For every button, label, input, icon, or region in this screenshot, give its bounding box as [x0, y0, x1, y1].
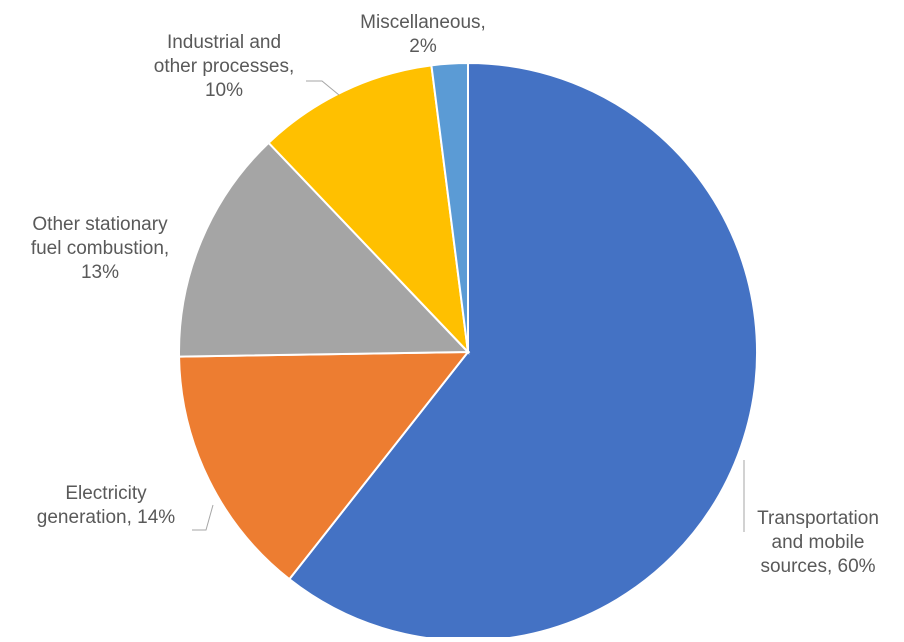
data-label-line: fuel combustion, — [31, 238, 169, 259]
data-label-line: 2% — [409, 36, 437, 57]
pie-slice-other-stationary-fuel-combustion — [178, 141, 471, 358]
leader-line — [306, 80, 340, 96]
data-label-line: 10% — [205, 80, 243, 101]
data-labels: Transportation and mobile sources, 60% Elec… — [31, 12, 879, 577]
data-label: Transportation and mobile sources, 60% — [757, 508, 879, 577]
data-label-line: 13% — [81, 262, 119, 283]
data-label: Electricity generation, 14% — [37, 483, 175, 528]
data-label-line: other processes, — [154, 56, 294, 77]
leader-lines — [192, 80, 745, 532]
data-label-line: Electricity — [65, 483, 147, 504]
data-label-line: Transportation — [757, 508, 879, 529]
data-label: Other stationary fuel combustion, 13% — [31, 214, 169, 283]
data-label-line: Industrial and — [167, 32, 281, 53]
data-label-line: Other stationary — [32, 214, 168, 235]
pie-slice-industrial-and-other-processes — [267, 64, 470, 355]
data-label: Miscellaneous, 2% — [360, 12, 486, 57]
leader-line — [192, 504, 214, 531]
data-label: Industrial and other processes, 10% — [154, 32, 294, 101]
pie-slice-electricity-generation — [178, 350, 471, 581]
data-label-line: sources, 60% — [760, 556, 875, 577]
pie-slice-miscellaneous — [430, 61, 469, 353]
data-label-line: generation, 14% — [37, 507, 175, 528]
pie-slices — [178, 61, 758, 642]
data-label-line: and mobile — [772, 532, 865, 553]
data-label-line: Miscellaneous, — [360, 12, 486, 33]
